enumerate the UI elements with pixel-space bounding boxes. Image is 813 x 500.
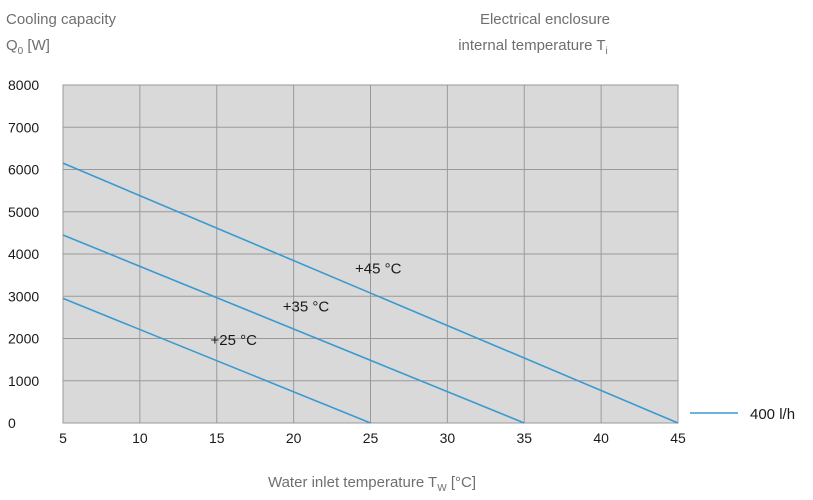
x-tick-label: 5 (59, 430, 67, 446)
x-tick-labels: 5 10 15 20 25 30 35 40 45 (59, 430, 686, 446)
y-tick-label: 1000 (8, 373, 39, 389)
x-tick-label: 15 (209, 430, 225, 446)
y-tick-labels: 0 1000 2000 3000 4000 5000 6000 7000 8000 (8, 77, 39, 431)
series-line-2 (62, 234, 525, 424)
x-tick-label: 40 (593, 430, 609, 446)
y-tick-label: 3000 (8, 288, 39, 304)
legend-label: 400 l/h (750, 406, 795, 423)
series-labels: +25 °C +35 °C +45 °C (211, 260, 402, 349)
y-tick-label: 8000 (8, 77, 39, 93)
y-tick-label: 5000 (8, 204, 39, 220)
x-tick-label: 10 (132, 430, 148, 446)
x-tick-label: 45 (670, 430, 686, 446)
x-axis-title: Water inlet temperature TW [°C] (268, 474, 476, 494)
series-lines (62, 162, 679, 424)
y-tick-label: 4000 (8, 246, 39, 262)
y-tick-label: 2000 (8, 331, 39, 347)
series-label-1: +25 °C (211, 332, 258, 349)
y-axis-title-line2: Q0 [W] (6, 37, 50, 57)
series-line-3 (62, 162, 679, 424)
x-tick-label: 30 (440, 430, 456, 446)
series-label-2: +35 °C (283, 298, 330, 315)
x-tick-label: 20 (286, 430, 302, 446)
series-label-3: +45 °C (355, 260, 402, 277)
x-tick-label: 25 (363, 430, 379, 446)
series-title-line2: internal temperature Ti (458, 37, 608, 57)
x-tick-label: 35 (516, 430, 532, 446)
y-axis-title-line1: Cooling capacity (6, 11, 117, 28)
series-title-line1: Electrical enclosure (480, 11, 610, 28)
y-tick-label: 0 (8, 415, 16, 431)
y-tick-label: 7000 (8, 119, 39, 135)
series-line-1 (62, 297, 371, 424)
y-tick-label: 6000 (8, 162, 39, 178)
